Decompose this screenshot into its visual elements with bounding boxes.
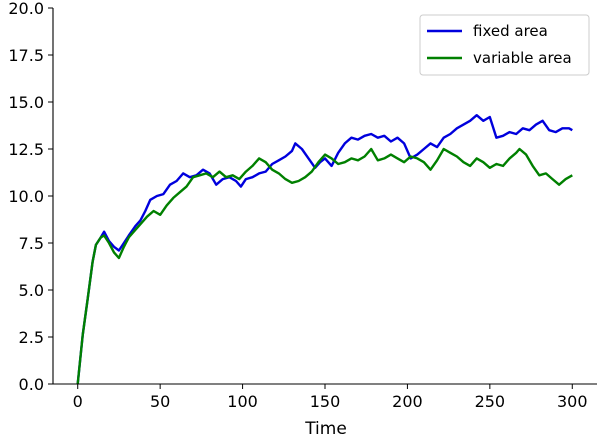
y-tick-label: 5.0: [19, 281, 44, 300]
x-axis-title: Time: [304, 419, 347, 438]
y-tick-label: 17.5: [8, 46, 44, 65]
legend-label-0: fixed area: [473, 22, 548, 40]
series-line-1: [76, 147, 573, 385]
x-tick-label: 150: [310, 392, 341, 411]
x-tick-label: 100: [227, 392, 258, 411]
ticks-layer: 0 50 100 150 200 250 300 0.0 2.5 5.0 7.5 10.0 12.5 15…: [8, 0, 587, 411]
y-tick-label: 0.0: [19, 375, 44, 394]
y-tick-label: 2.5: [19, 328, 44, 347]
series-line-0: [76, 114, 573, 385]
x-tick-label: 250: [475, 392, 506, 411]
y-tick-label: 7.5: [19, 234, 44, 253]
series-layer: [76, 114, 573, 385]
x-tick-label: 200: [392, 392, 423, 411]
y-tick-label: 12.5: [8, 140, 44, 159]
y-tick-label: 10.0: [8, 187, 44, 206]
legend: fixed area variable area: [419, 14, 590, 76]
legend-label-1: variable area: [473, 49, 572, 67]
x-tick-label: 50: [150, 392, 170, 411]
x-tick-label: 0: [73, 392, 83, 411]
y-tick-label: 15.0: [8, 93, 44, 112]
y-tick-label: 20.0: [8, 0, 44, 18]
legend-box: [419, 14, 590, 76]
x-tick-label: 300: [557, 392, 588, 411]
